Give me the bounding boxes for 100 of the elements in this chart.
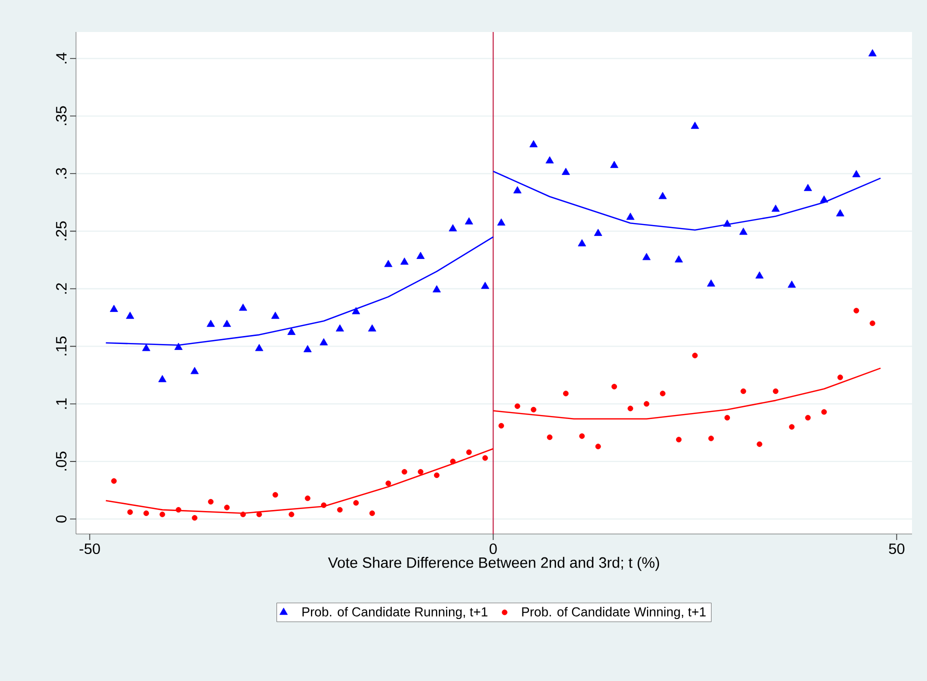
line-series bbox=[492, 368, 882, 420]
point bbox=[384, 260, 392, 268]
y-tick-label: 0 bbox=[56, 515, 67, 523]
point bbox=[772, 204, 780, 212]
point bbox=[353, 500, 359, 506]
point bbox=[529, 140, 538, 148]
point bbox=[626, 212, 634, 220]
point bbox=[320, 338, 328, 346]
point bbox=[160, 512, 166, 518]
y-tick-label: .05 bbox=[56, 452, 67, 470]
point bbox=[514, 403, 520, 409]
line-series bbox=[492, 170, 882, 231]
point bbox=[498, 422, 504, 429]
legend-label: Prob. of Candidate Winning, t+1 bbox=[522, 606, 706, 620]
point bbox=[110, 304, 118, 312]
x-tick-label: 50 bbox=[888, 543, 904, 554]
point bbox=[854, 308, 860, 314]
point bbox=[111, 478, 117, 484]
point bbox=[337, 507, 343, 513]
point bbox=[206, 320, 215, 327]
point bbox=[368, 324, 376, 332]
point bbox=[386, 480, 392, 486]
point bbox=[611, 384, 618, 390]
point bbox=[222, 320, 231, 327]
point bbox=[546, 156, 554, 164]
point bbox=[466, 449, 472, 456]
y-tick-label: .35 bbox=[56, 106, 67, 126]
y-tick-label: .4 bbox=[56, 52, 67, 64]
point bbox=[174, 342, 183, 350]
point bbox=[690, 122, 700, 129]
point bbox=[402, 469, 408, 475]
point bbox=[788, 280, 796, 288]
point bbox=[336, 324, 344, 332]
point bbox=[271, 312, 280, 319]
y-tick-label: .3 bbox=[56, 168, 67, 178]
point bbox=[692, 352, 698, 358]
point bbox=[579, 433, 585, 439]
point bbox=[255, 344, 264, 352]
legend-label: Prob. of Candidate Running, t+1 bbox=[302, 606, 488, 620]
point bbox=[432, 285, 441, 292]
point bbox=[224, 504, 230, 510]
point bbox=[628, 406, 634, 412]
point bbox=[836, 209, 844, 216]
x-tick-label: -50 bbox=[80, 543, 100, 554]
point bbox=[805, 414, 811, 420]
point bbox=[660, 390, 666, 396]
point bbox=[238, 304, 248, 311]
point bbox=[772, 388, 778, 394]
point bbox=[658, 192, 667, 200]
point bbox=[755, 271, 764, 279]
point bbox=[256, 512, 262, 518]
point bbox=[400, 258, 409, 265]
y-tick-label: .25 bbox=[56, 221, 67, 240]
point bbox=[870, 320, 876, 326]
point bbox=[674, 255, 683, 262]
point bbox=[352, 307, 360, 314]
point bbox=[594, 228, 602, 236]
point bbox=[610, 160, 618, 168]
point bbox=[644, 401, 650, 407]
point bbox=[852, 170, 860, 178]
point bbox=[158, 375, 166, 382]
x-tick-label: 0 bbox=[490, 543, 497, 554]
point bbox=[143, 510, 150, 516]
point bbox=[530, 406, 536, 412]
point bbox=[320, 502, 327, 508]
point bbox=[723, 220, 732, 227]
point bbox=[513, 186, 522, 194]
point bbox=[724, 414, 730, 420]
point bbox=[464, 217, 474, 224]
point bbox=[434, 472, 440, 478]
point bbox=[240, 512, 246, 518]
point bbox=[642, 252, 651, 260]
point bbox=[739, 228, 748, 235]
point bbox=[676, 436, 682, 442]
y-tick-label: .1 bbox=[56, 398, 67, 409]
point bbox=[707, 279, 716, 287]
y-tick-label: .2 bbox=[56, 283, 67, 294]
point bbox=[272, 492, 278, 498]
point bbox=[563, 390, 569, 396]
point bbox=[562, 168, 570, 175]
point bbox=[369, 510, 375, 516]
point bbox=[756, 441, 762, 447]
point bbox=[192, 515, 198, 521]
point bbox=[208, 498, 214, 505]
point bbox=[868, 49, 877, 56]
point bbox=[481, 282, 490, 289]
point bbox=[288, 512, 294, 518]
point bbox=[176, 507, 182, 513]
x-axis-title: Vote Share Difference Between 2nd and 3rd; t (%) bbox=[328, 556, 660, 571]
y-tick-label: .15 bbox=[56, 336, 67, 356]
point bbox=[740, 388, 746, 394]
point bbox=[497, 218, 506, 226]
point bbox=[708, 436, 714, 442]
point bbox=[482, 455, 488, 461]
point bbox=[126, 312, 134, 319]
point bbox=[287, 328, 296, 335]
point bbox=[304, 345, 312, 352]
point bbox=[190, 366, 199, 374]
point bbox=[448, 224, 457, 232]
point bbox=[578, 239, 586, 246]
